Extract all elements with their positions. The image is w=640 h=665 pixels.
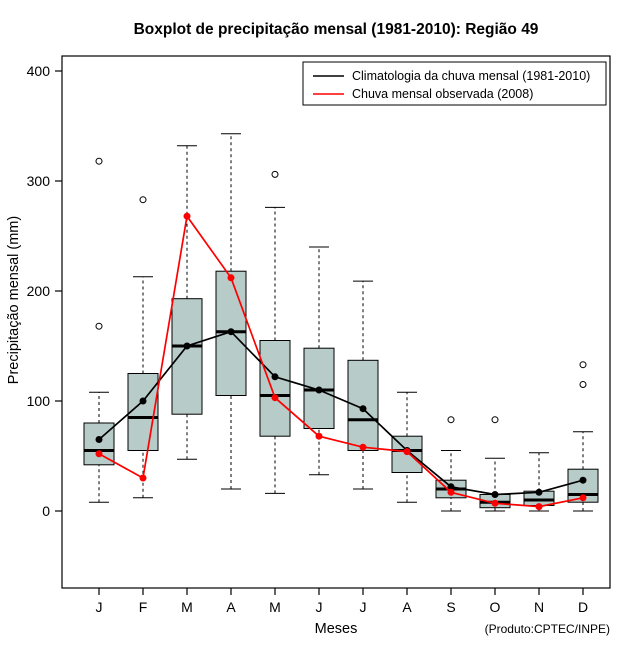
series-point bbox=[315, 432, 323, 440]
y-tick-label: 100 bbox=[27, 393, 51, 409]
x-tick-label: M bbox=[181, 599, 193, 615]
y-tick-label: 400 bbox=[27, 63, 51, 79]
outlier-point bbox=[491, 416, 499, 424]
series-point bbox=[183, 212, 191, 220]
outlier-point bbox=[579, 361, 587, 369]
y-tick-label: 0 bbox=[42, 503, 50, 519]
iqr-box bbox=[171, 298, 203, 415]
x-tick-label: A bbox=[226, 599, 236, 615]
series-point bbox=[227, 274, 235, 282]
series-point bbox=[491, 491, 499, 498]
series-point bbox=[579, 494, 587, 502]
legend-label-observed: Chuva mensal observada (2008) bbox=[352, 87, 533, 101]
outlier-point bbox=[95, 157, 103, 165]
chart-title: Boxplot de precipitação mensal (1981-201… bbox=[134, 21, 539, 38]
outlier-point bbox=[271, 170, 279, 178]
boxplot-month-N bbox=[523, 452, 555, 512]
legend-label-climatology: Climatologia da chuva mensal (1981-2010) bbox=[352, 69, 590, 83]
x-tick-label: A bbox=[402, 599, 412, 615]
series-point bbox=[95, 450, 103, 458]
x-tick-label: D bbox=[578, 599, 588, 615]
series-point bbox=[359, 443, 367, 451]
outlier-point bbox=[447, 416, 455, 424]
series-point bbox=[95, 436, 103, 443]
series-line bbox=[98, 214, 584, 508]
x-tick-label: J bbox=[96, 599, 103, 615]
x-tick-label: N bbox=[534, 599, 544, 615]
x-tick-label: M bbox=[269, 599, 281, 615]
series-point bbox=[139, 397, 147, 405]
x-tick-label: J bbox=[360, 599, 367, 615]
series-line bbox=[98, 330, 584, 496]
outlier-point bbox=[95, 322, 103, 330]
series-point bbox=[271, 373, 279, 381]
boxplot-month-A bbox=[215, 133, 247, 490]
outlier-point bbox=[579, 381, 587, 388]
y-axis-title: Precipitação mensal (mm) bbox=[6, 216, 22, 384]
boxplot-month-M bbox=[171, 145, 203, 460]
series-point bbox=[359, 405, 367, 413]
boxplot-month-F bbox=[127, 196, 159, 499]
y-tick-label: 200 bbox=[27, 283, 51, 299]
iqr-box bbox=[259, 340, 291, 437]
plot-frame bbox=[61, 55, 611, 589]
x-axis-title: Meses bbox=[315, 621, 358, 637]
boxplot-month-D bbox=[567, 361, 599, 512]
boxplot-month-J bbox=[303, 246, 335, 476]
series-point bbox=[579, 476, 587, 484]
series-point bbox=[403, 448, 411, 456]
series-point bbox=[139, 474, 147, 482]
iqr-box bbox=[83, 422, 115, 466]
plot-content: 0 100 200 300 400 J F M A M J J A S O N D bbox=[27, 63, 599, 615]
product-credit: (Produto:CPTEC/INPE) bbox=[485, 622, 610, 636]
y-axis: 0 100 200 300 400 bbox=[27, 63, 62, 519]
legend: Climatologia da chuva mensal (1981-2010)… bbox=[302, 61, 607, 106]
boxplot-month-M bbox=[259, 170, 291, 494]
iqr-box bbox=[127, 373, 159, 451]
legend-box bbox=[302, 61, 607, 106]
series-point bbox=[227, 328, 235, 336]
boxplot-month-J bbox=[83, 157, 115, 503]
series-point bbox=[447, 488, 455, 496]
x-tick-label: O bbox=[490, 599, 501, 615]
series-point bbox=[535, 488, 543, 496]
x-tick-label: J bbox=[316, 599, 323, 615]
series-point bbox=[535, 503, 543, 511]
series-point bbox=[491, 499, 499, 507]
boxplot-month-S bbox=[435, 416, 467, 512]
y-tick-label: 300 bbox=[27, 173, 51, 189]
x-tick-label: F bbox=[139, 599, 148, 615]
outlier-point bbox=[139, 196, 147, 204]
series-point bbox=[315, 386, 323, 394]
x-tick-label: S bbox=[446, 599, 455, 615]
series-point bbox=[183, 342, 191, 350]
boxplot-month-J bbox=[347, 280, 379, 490]
series-1 bbox=[95, 212, 587, 511]
series-point bbox=[271, 394, 279, 402]
series-point bbox=[447, 483, 455, 491]
series-0 bbox=[95, 328, 587, 498]
